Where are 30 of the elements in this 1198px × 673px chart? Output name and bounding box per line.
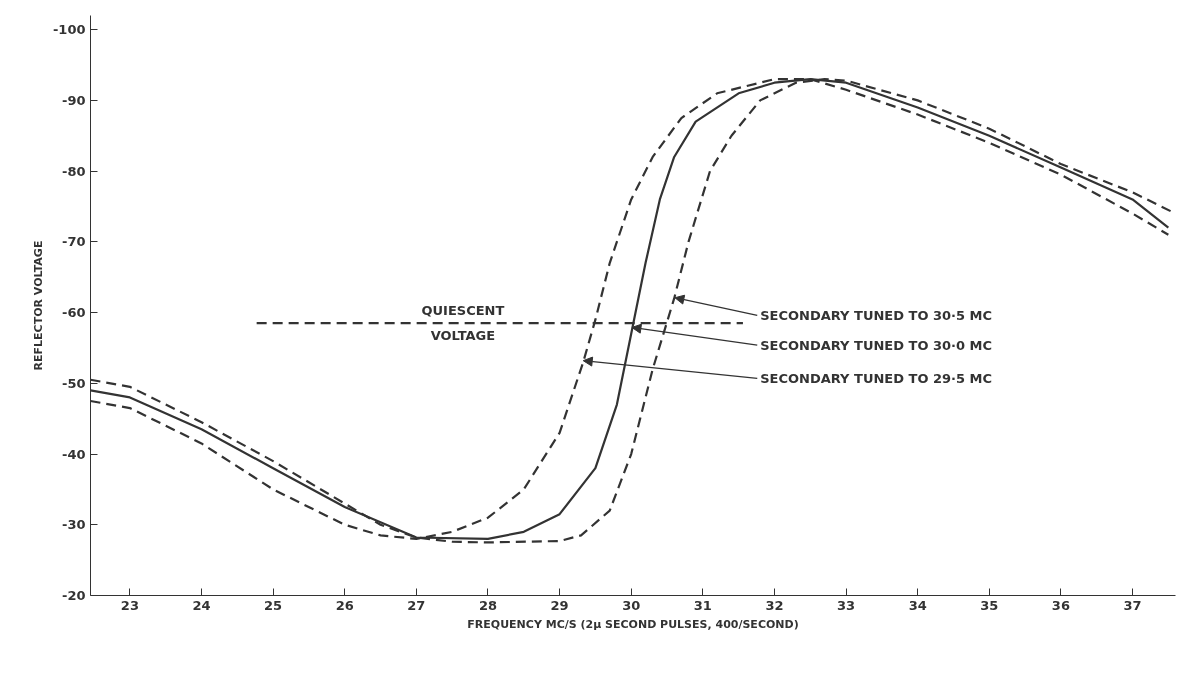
x-tick-label: 25 — [264, 597, 283, 613]
x-tick-label: 35 — [980, 597, 999, 613]
y-tick-label: -70 — [62, 234, 86, 250]
y-tick-label: -40 — [62, 446, 86, 462]
x-tick-label: 32 — [765, 597, 784, 613]
x-tick-label: 26 — [335, 597, 354, 613]
y-tick-label: -20 — [62, 588, 86, 603]
annotation: QUIESCENT VOLTAGE — [421, 303, 505, 344]
x-tick-label: 28 — [478, 597, 498, 613]
x-tick-label: 36 — [1051, 597, 1070, 613]
x-tick-label: 24 — [192, 597, 211, 613]
y-tick-label: -100 — [52, 22, 86, 38]
y-tick-label: -60 — [62, 305, 86, 321]
x-axis-title: FREQUENCY MC/S (2μ SECOND PULSES, 400/SECOND) — [467, 617, 799, 631]
x-tick-label: 27 — [407, 597, 426, 613]
x-tick-label: 29 — [550, 597, 569, 613]
x-tick-label: 37 — [1123, 597, 1142, 613]
y-tick-label: -30 — [62, 517, 86, 533]
y-axis-title: REFLECTOR VOLTAGE — [31, 240, 45, 371]
y-tick-label: -50 — [62, 375, 86, 391]
x-tick-label: 34 — [908, 597, 927, 613]
annotation: SECONDARY TUNED TO 30·0 MC — [760, 337, 993, 353]
x-tick-label: 30 — [622, 597, 641, 613]
x-tick-label: 33 — [837, 597, 856, 613]
x-tick-label: 23 — [120, 597, 139, 613]
annotation: SECONDARY TUNED TO 30·5 MC — [760, 307, 993, 323]
annotation: SECONDARY TUNED TO 29·5 MC — [760, 370, 993, 386]
x-tick-label: 31 — [693, 597, 712, 613]
y-tick-label: -90 — [62, 92, 86, 108]
y-tick-label: -80 — [62, 163, 86, 179]
